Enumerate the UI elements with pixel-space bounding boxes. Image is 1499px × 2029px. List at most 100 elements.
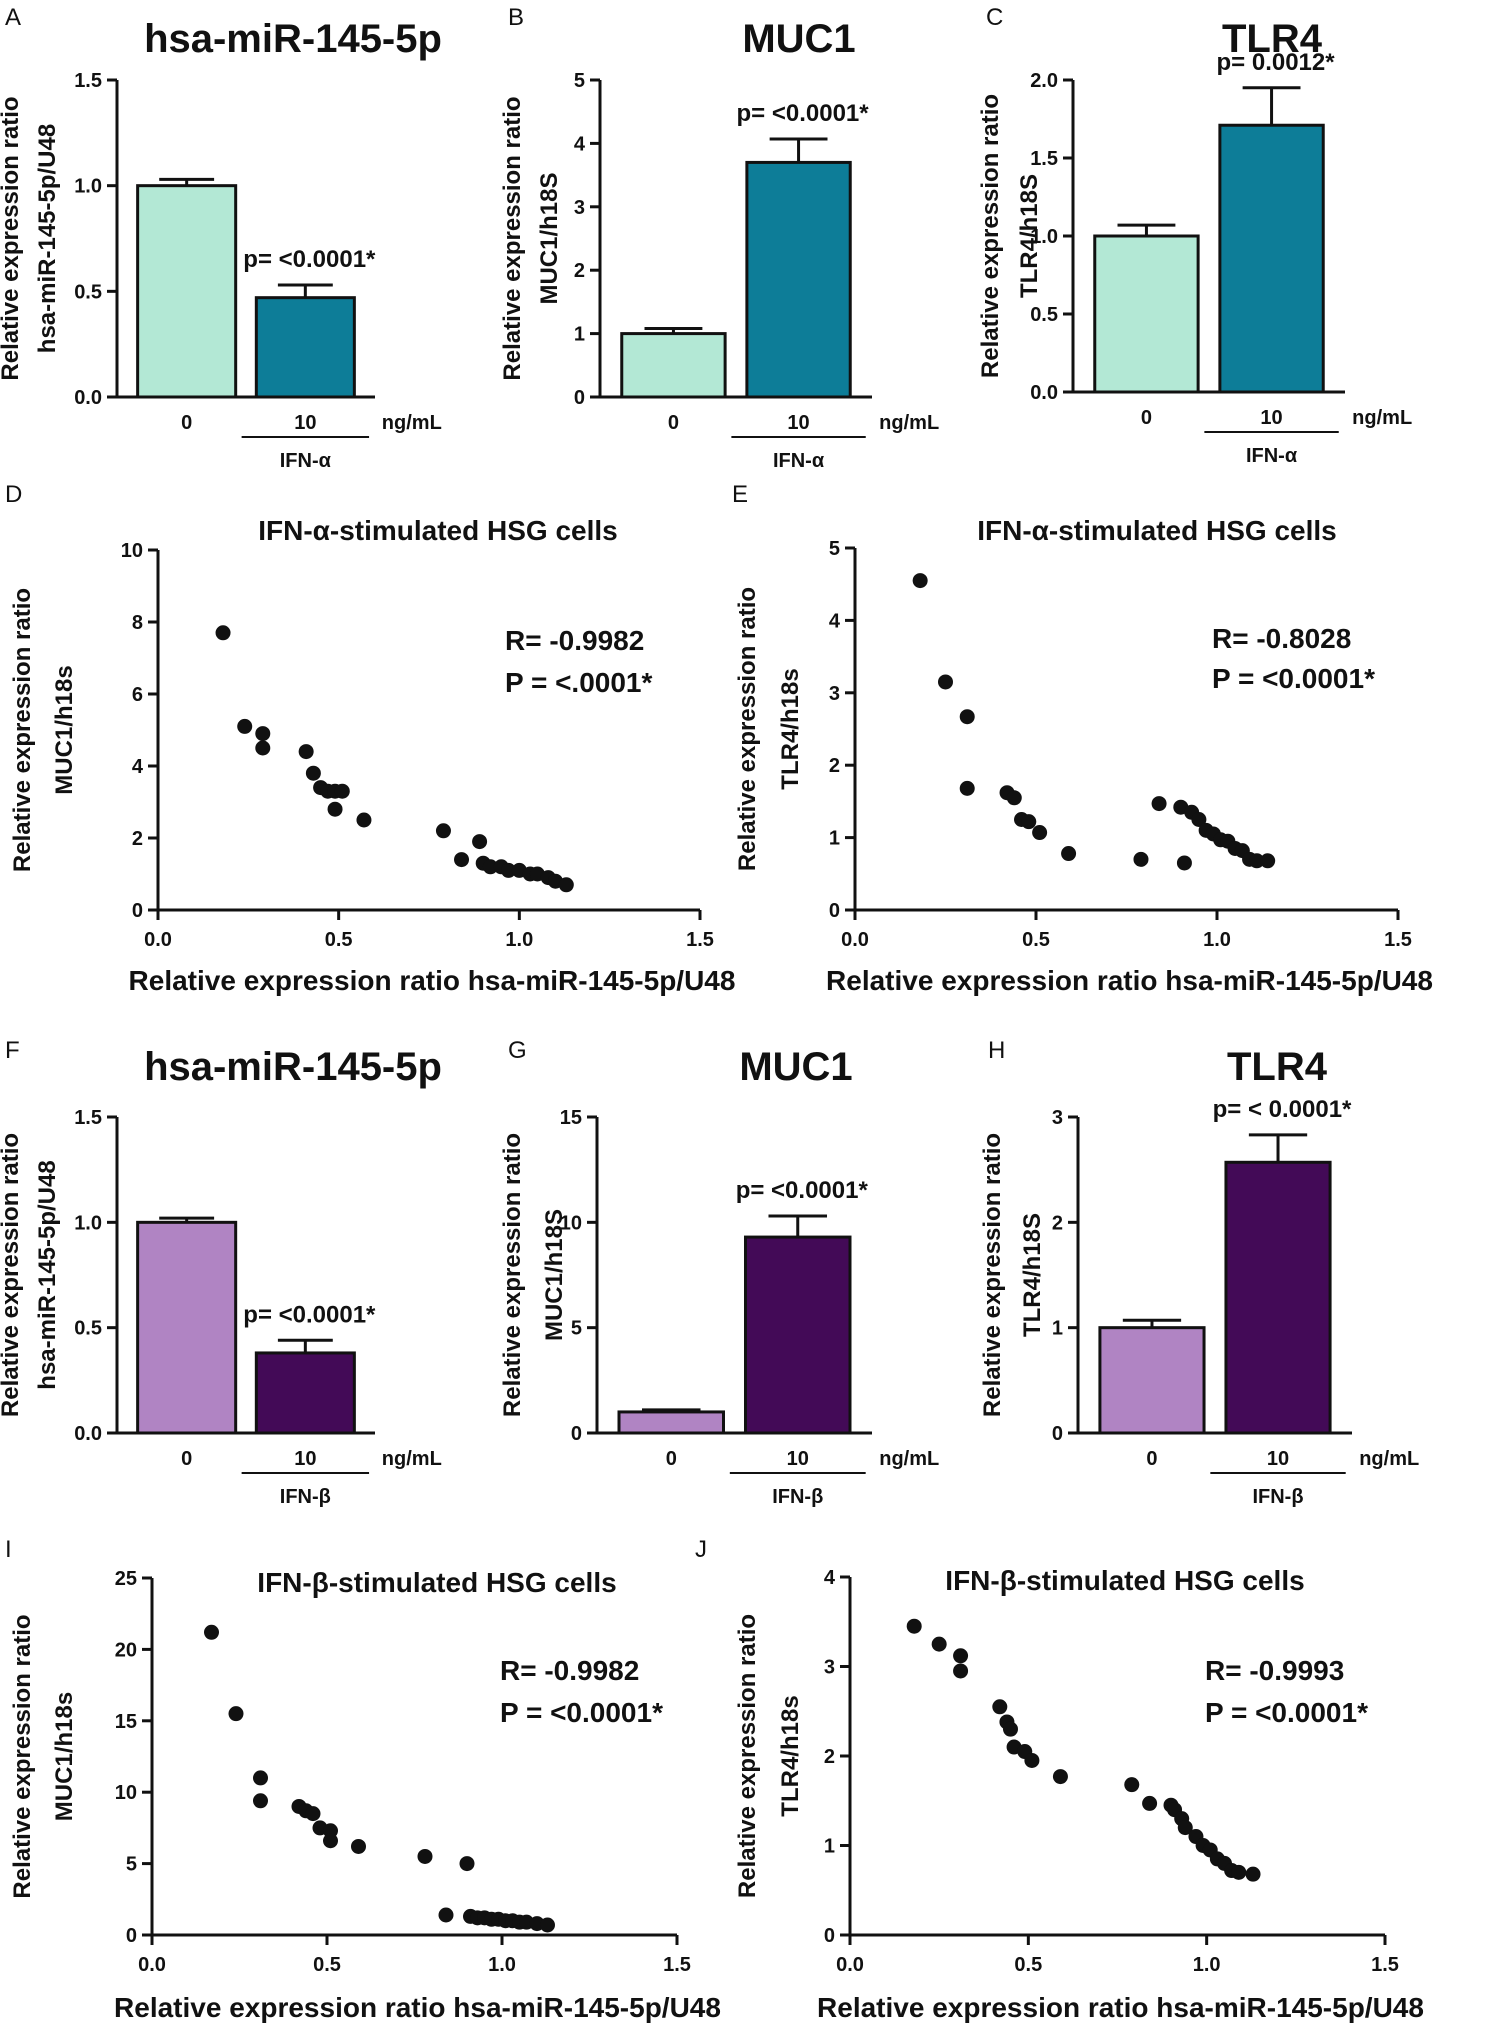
- data-point: [356, 812, 372, 828]
- x-tick-label: 0.0: [138, 1954, 166, 1976]
- bar-treated: [1224, 1160, 1332, 1435]
- y-tick-label: 0: [126, 1925, 137, 1947]
- p-value-annotation: p= <0.0001*: [243, 1301, 376, 1328]
- data-point: [500, 862, 516, 878]
- y-tick-label: 1.0: [74, 176, 102, 198]
- y-tick-label: 2: [1052, 1212, 1063, 1234]
- y-axis-sublabel: TLR4/h18s: [777, 1695, 804, 1816]
- panel-label: E: [732, 481, 748, 508]
- data-point: [215, 625, 231, 641]
- chart-title: MUC1: [739, 1045, 852, 1089]
- y-axis-sublabel: TLR4/h18s: [777, 668, 804, 789]
- category-label: 0: [181, 412, 192, 434]
- chart-title: IFN-β-stimulated HSG cells: [257, 1567, 616, 1598]
- p-value-annotation: p= <0.0001*: [243, 246, 376, 273]
- bar-control: [1098, 1326, 1206, 1435]
- unit-label: ng/mL: [1359, 1448, 1419, 1470]
- y-tick-label: 2.0: [1030, 70, 1058, 92]
- p-value-annotation: p= 0.0012*: [1217, 49, 1336, 76]
- y-tick-label: 4: [824, 1567, 836, 1589]
- data-point: [1260, 853, 1276, 869]
- data-point: [327, 801, 343, 817]
- category-label: 0: [1141, 407, 1152, 429]
- data-point: [938, 674, 953, 690]
- unit-label: ng/mL: [382, 412, 442, 434]
- data-point: [305, 1806, 321, 1822]
- correlation-p: P = <.0001*: [505, 667, 653, 698]
- x-tick-label: 0.5: [325, 929, 353, 951]
- x-axis-label: Relative expression ratio hsa-miR-145-5p…: [129, 965, 736, 996]
- scatter-chart-E: E IFN-α-stimulated HSG cells Relative expr…: [732, 481, 1433, 996]
- x-tick-label: 1.5: [663, 1954, 691, 1976]
- x-tick-label: 1.0: [488, 1954, 516, 1976]
- y-tick-label: 0: [132, 900, 143, 922]
- bar-control: [1093, 234, 1200, 394]
- category-label: 0: [666, 1448, 677, 1470]
- data-point: [255, 726, 271, 742]
- bar-treated: [744, 1235, 852, 1435]
- y-axis-sublabel: MUC1/h18s: [51, 1692, 78, 1821]
- p-value-annotation: p= <0.0001*: [736, 1177, 869, 1204]
- y-tick-label: 1: [574, 324, 585, 346]
- x-tick-label: 0.5: [313, 1954, 341, 1976]
- y-tick-label: 5: [574, 70, 585, 92]
- x-tick-label: 0.0: [841, 929, 869, 951]
- y-tick-label: 5: [829, 538, 840, 560]
- y-tick-label: 2: [132, 828, 143, 850]
- y-tick-label: 8: [132, 612, 143, 634]
- data-point: [1133, 851, 1149, 867]
- data-point: [435, 823, 451, 839]
- bar-control: [136, 184, 238, 399]
- y-axis-label: Relative expression ratio: [977, 94, 1004, 378]
- data-point: [1231, 1864, 1247, 1880]
- y-tick-label: 0: [1052, 1423, 1063, 1445]
- y-axis-sublabel: TLR4/h18S: [1016, 174, 1043, 298]
- y-tick-label: 1.0: [74, 1212, 102, 1234]
- y-tick-label: 3: [574, 197, 585, 219]
- treatment-label: IFN-β: [280, 1486, 331, 1508]
- x-tick-label: 0.0: [836, 1954, 864, 1976]
- data-point: [912, 573, 928, 589]
- y-axis-label: Relative expression ratio: [0, 1133, 24, 1417]
- y-tick-label: 5: [126, 1854, 137, 1876]
- chart-title: hsa-miR-145-5p: [144, 1045, 442, 1089]
- bar-control: [617, 1410, 725, 1435]
- correlation-r: R= -0.9982: [500, 1655, 639, 1686]
- data-point: [253, 1770, 268, 1786]
- data-point: [1061, 846, 1077, 862]
- y-tick-label: 4: [574, 133, 586, 155]
- panel-label: H: [988, 1037, 1005, 1064]
- x-tick-label: 0.5: [1022, 929, 1050, 951]
- data-point: [417, 1848, 433, 1864]
- data-point: [228, 1706, 244, 1722]
- bar-treated: [745, 160, 852, 399]
- y-tick-label: 1.0: [1030, 226, 1058, 248]
- data-point: [959, 709, 975, 725]
- data-point: [334, 783, 350, 799]
- panel-label: A: [5, 4, 21, 31]
- y-axis-sublabel: MUC1/h18S: [541, 1209, 568, 1341]
- correlation-r: R= -0.8028: [1212, 623, 1351, 654]
- data-point: [482, 859, 498, 875]
- scatter-chart-J: J IFN-β-stimulated HSG cells Relative expr…: [695, 1536, 1424, 2023]
- x-tick-label: 1.5: [1371, 1954, 1399, 1976]
- data-point: [1024, 1752, 1040, 1768]
- p-value-annotation: p= <0.0001*: [737, 100, 870, 127]
- x-axis-label: Relative expression ratio hsa-miR-145-5p…: [114, 1992, 721, 2023]
- x-tick-label: 1.0: [1203, 929, 1231, 951]
- data-point: [1142, 1795, 1158, 1811]
- y-tick-label: 1.5: [74, 1107, 102, 1129]
- y-tick-label: 2: [829, 755, 840, 777]
- data-point: [1177, 1820, 1193, 1836]
- chart-title: hsa-miR-145-5p: [144, 17, 442, 61]
- correlation-r: R= -0.9993: [1205, 1655, 1344, 1686]
- y-axis-label: Relative expression ratio: [9, 1614, 36, 1898]
- y-tick-label: 10: [121, 540, 143, 562]
- data-point: [438, 1907, 454, 1923]
- y-axis-label: Relative expression ratio: [0, 96, 24, 380]
- data-point: [323, 1833, 338, 1849]
- data-point: [459, 1856, 475, 1872]
- data-point: [953, 1663, 969, 1679]
